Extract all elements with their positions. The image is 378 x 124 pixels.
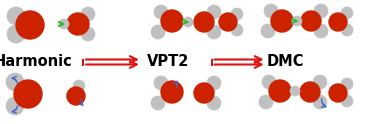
Circle shape [341,95,353,107]
Circle shape [151,96,165,110]
Circle shape [314,4,328,18]
Circle shape [264,4,278,18]
Circle shape [6,73,24,91]
Text: Harmonic: Harmonic [0,55,73,69]
Text: VPT2: VPT2 [147,55,189,69]
Circle shape [207,76,221,90]
Circle shape [194,83,214,103]
Circle shape [341,7,353,19]
Circle shape [313,95,327,109]
Circle shape [231,24,243,36]
Circle shape [271,10,293,32]
Circle shape [219,13,237,31]
Circle shape [329,84,347,102]
Circle shape [261,24,275,38]
Circle shape [81,27,95,41]
Circle shape [194,12,214,32]
Circle shape [6,97,24,115]
Circle shape [207,25,221,39]
Circle shape [183,17,193,27]
Circle shape [14,80,42,108]
Circle shape [262,75,276,89]
Circle shape [207,5,221,19]
Circle shape [269,80,291,102]
Circle shape [16,11,44,39]
Circle shape [329,13,347,31]
Circle shape [151,25,165,39]
Circle shape [231,8,243,20]
Circle shape [73,80,85,92]
Text: DMC: DMC [266,55,304,69]
Circle shape [154,5,168,19]
Circle shape [67,13,89,35]
Circle shape [290,86,300,96]
Circle shape [207,96,221,110]
Circle shape [341,24,353,36]
Circle shape [301,11,321,31]
Circle shape [81,7,95,21]
Circle shape [300,82,320,102]
Circle shape [161,81,183,103]
Circle shape [314,24,328,38]
Circle shape [259,95,273,109]
Circle shape [7,7,25,25]
Circle shape [292,16,302,26]
Circle shape [341,78,353,90]
Circle shape [59,19,69,29]
Circle shape [67,87,85,105]
Circle shape [161,10,183,32]
Circle shape [154,76,168,90]
Circle shape [313,75,327,89]
Circle shape [7,25,25,43]
